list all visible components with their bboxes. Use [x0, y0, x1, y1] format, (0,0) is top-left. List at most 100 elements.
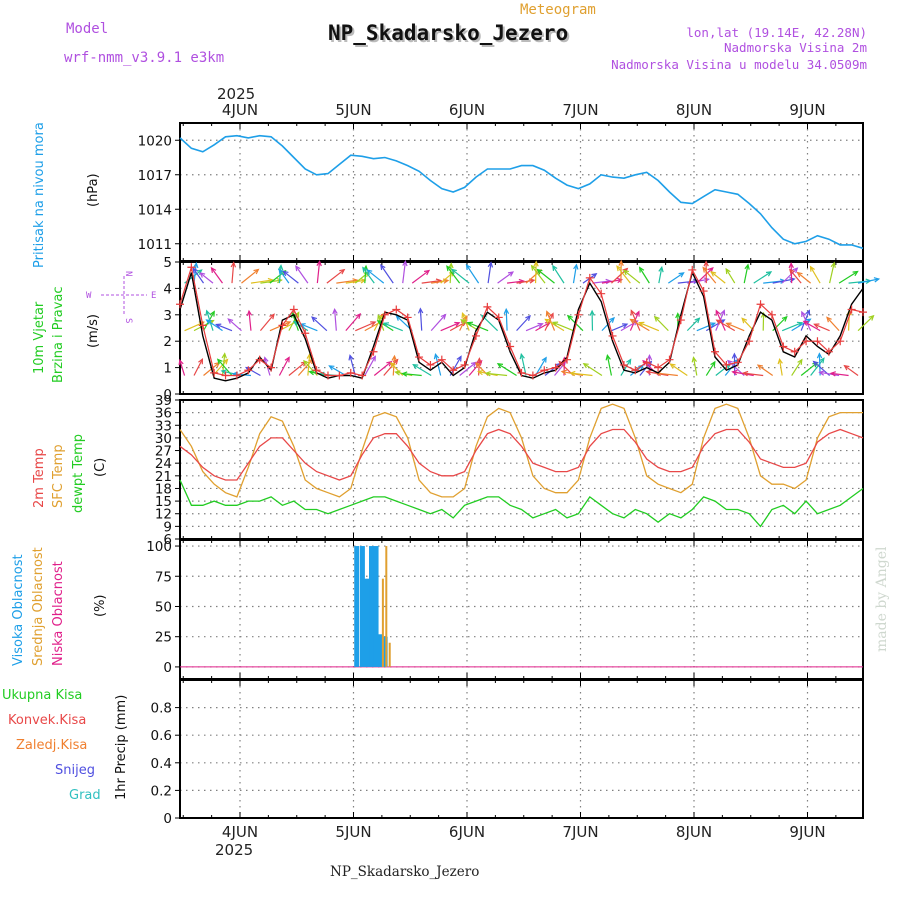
wind-arrow: [725, 322, 745, 332]
wind-arrow-shaft: [639, 267, 650, 284]
wind-arrow-shaft: [620, 359, 632, 376]
wind-arrow-head: [805, 309, 811, 316]
bottom-day-label: 4JUN: [222, 823, 258, 841]
wind-gust-marker: [802, 337, 811, 346]
lonlat-label: lon,lat (19.14E, 42.28N): [686, 25, 867, 40]
wind-gust-marker: [745, 337, 754, 346]
wind-arrow-head: [548, 312, 554, 319]
wind-arrow: [753, 271, 773, 284]
wind-panel: 0 1 2 3 4 5: [163, 255, 881, 403]
wind-arrow-head: [536, 268, 543, 275]
wind-gust-marker: [232, 371, 241, 380]
wind-arrow-head: [370, 355, 376, 362]
wind-arrow-shaft: [606, 355, 613, 376]
high-cloud-bar: [373, 546, 379, 667]
temperature-ytick-label: 33: [155, 418, 172, 434]
wind-arrow: [525, 322, 544, 332]
wind-arrow-shaft: [269, 270, 286, 284]
wind-arrow-head: [630, 309, 636, 316]
wind-gust-marker: [301, 329, 310, 338]
wind-arrow-shaft: [278, 357, 290, 376]
wind-arrow-head: [423, 269, 431, 276]
wind-arrow-head: [744, 263, 750, 270]
wind-arrow: [402, 260, 408, 284]
wind-gust-marker: [551, 363, 560, 372]
wind-arrow: [533, 260, 539, 284]
wind-arrow-head: [629, 318, 636, 324]
wind-arrow: [838, 270, 859, 284]
model-elevation-label: Nadmorska Visina u modelu 34.0509m: [611, 57, 867, 72]
wind-gust-marker: [358, 371, 367, 380]
bottom-day-label: 5JUN: [335, 823, 371, 841]
wind-compass: W E N S: [86, 271, 156, 323]
wind-arrow: [519, 352, 527, 376]
wind-arrow: [259, 313, 275, 332]
wind-arrow-shaft: [211, 267, 223, 284]
wind-arrow-shaft: [362, 267, 375, 284]
wind-arrow-head: [715, 309, 721, 316]
wind-arrow-head: [638, 321, 645, 327]
wind-arrow-head: [282, 270, 289, 277]
wind-arrow-head: [797, 358, 803, 365]
wind-unit: (m/s): [86, 314, 101, 348]
pressure-ytick-label: 1014: [138, 202, 172, 218]
precip-label-5: Grad: [69, 788, 101, 803]
temperature-ytick-label: 39: [155, 393, 172, 409]
wind-arrow-shaft: [743, 264, 749, 284]
wind-arrow: [417, 307, 424, 331]
wind-gust-marker: [608, 331, 617, 340]
pressure-line: [179, 134, 864, 250]
wind-arrow: [813, 323, 830, 332]
temperature-ytick-label: 9: [163, 519, 172, 535]
wind-arrow-shaft: [364, 356, 376, 376]
wind-arrow-shaft: [630, 318, 650, 332]
wind-arrow-head: [813, 323, 820, 329]
wind-arrow-head: [519, 352, 525, 360]
wind-arrow-head: [470, 361, 477, 368]
wind-arrow: [781, 267, 799, 284]
wind-arrow-head: [476, 359, 483, 366]
mid-cloud-bar: [388, 642, 391, 667]
wind-arrow-head: [675, 312, 681, 319]
wind-arrow-shaft: [231, 262, 235, 284]
wind-arrow: [653, 315, 669, 332]
wind-arrow-shaft: [809, 266, 821, 284]
temperature-ytick-label: 21: [155, 469, 172, 485]
wind-arrow-shaft: [373, 361, 392, 376]
wind-arrow-shaft: [345, 279, 366, 284]
wind-arrow-head: [765, 271, 773, 277]
wind-arrow-shaft: [630, 310, 641, 331]
wind-arrow-shaft: [583, 363, 603, 377]
wind-arrow-head: [541, 356, 547, 363]
wind-arrow-head: [227, 318, 234, 324]
wind-arrow: [638, 266, 650, 284]
wind-arrow-head: [417, 307, 424, 314]
wind-arrow-head: [339, 268, 346, 275]
wind-gust-marker: [813, 337, 822, 346]
wind-arrow-shaft: [278, 269, 290, 284]
wind-gust-marker: [369, 347, 378, 356]
precip-ytick-label: 0.2: [151, 783, 172, 799]
wind-arrow-shaft: [592, 280, 611, 284]
wind-arrow-head: [454, 321, 461, 327]
compass-w: W: [86, 291, 92, 301]
wind-arrow: [818, 370, 840, 377]
wind-arrow-shaft: [283, 270, 299, 284]
temp-unit: (C): [93, 458, 108, 477]
wind-arrow-shaft: [757, 364, 774, 377]
wind-arrow-shaft: [297, 358, 314, 376]
wind-arrow-head: [348, 354, 354, 361]
wind-arrow: [487, 261, 494, 284]
wind-arrow: [620, 358, 632, 376]
wind-arrow-shaft: [466, 264, 480, 284]
precip-label-4: Snijeg: [55, 763, 95, 778]
wind-arrow-shaft: [206, 319, 223, 332]
wind-arrow-shaft: [686, 317, 700, 332]
wind-arrow-head: [710, 271, 717, 277]
wind-arrow-shaft: [531, 265, 546, 284]
wind-arrow-head: [618, 259, 624, 266]
wind-arrow-shaft: [300, 323, 318, 332]
wind-arrow-shaft: [316, 261, 321, 284]
wind-arrow: [210, 266, 223, 284]
temperature-ytick-label: 18: [155, 481, 172, 497]
